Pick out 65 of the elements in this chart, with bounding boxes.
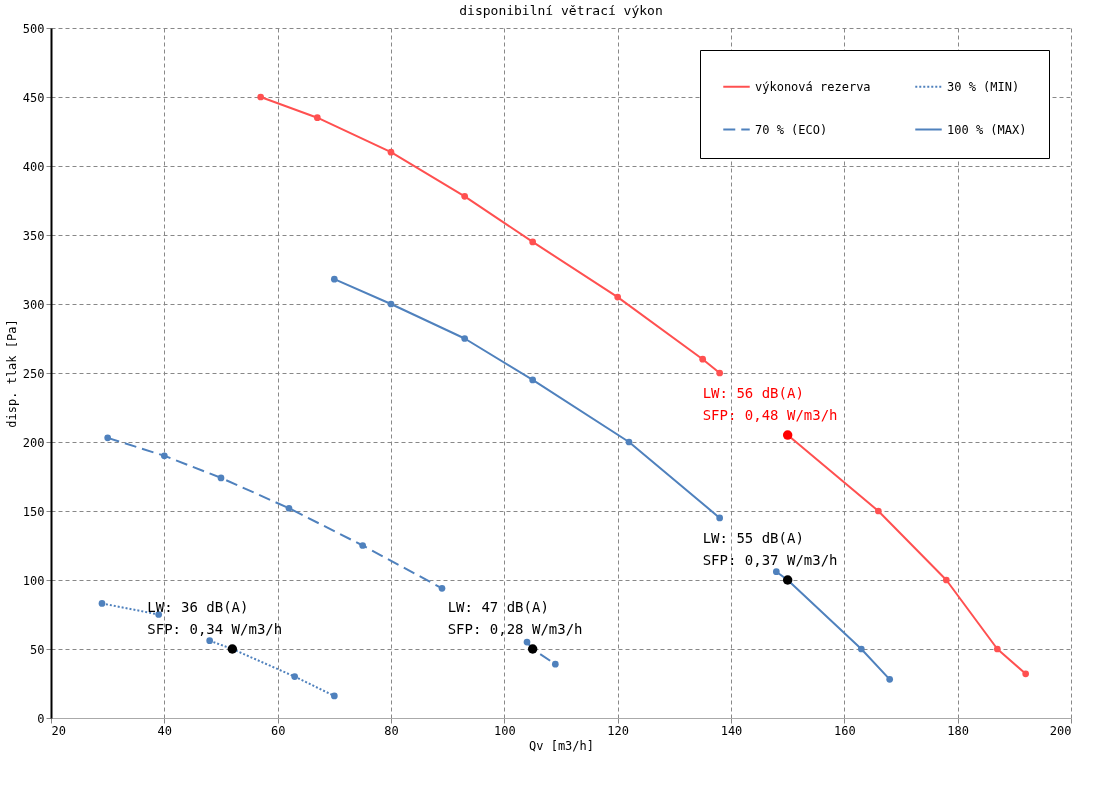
point bbox=[330, 692, 338, 700]
point bbox=[1022, 670, 1030, 678]
point bbox=[285, 504, 293, 512]
legend-label: 30 % (MIN) bbox=[947, 79, 1020, 94]
annotation: LW: 47 dB(A) SFP: 0,28 W/m3/h bbox=[447, 599, 583, 637]
point bbox=[716, 514, 724, 522]
point bbox=[461, 193, 469, 200]
point bbox=[206, 637, 214, 645]
point bbox=[387, 300, 395, 308]
point bbox=[716, 369, 724, 377]
x-tick-label: 180 bbox=[947, 723, 970, 738]
point bbox=[874, 507, 882, 515]
legend-label: 100 % (MAX) bbox=[947, 122, 1027, 137]
x-tick-label: 160 bbox=[833, 723, 856, 738]
x-tick-label: 20 bbox=[51, 723, 66, 738]
annotation: LW: 55 dB(A) SFP: 0,37 W/m3/h bbox=[702, 530, 838, 568]
y-tick-label: 450 bbox=[22, 90, 45, 105]
point bbox=[529, 238, 537, 246]
x-tick-label: 200 bbox=[1049, 723, 1072, 738]
point bbox=[523, 638, 531, 646]
x-tick-label: 60 bbox=[270, 723, 286, 738]
y-tick-label: 150 bbox=[22, 504, 45, 519]
point bbox=[257, 93, 265, 101]
y-tick-label: 400 bbox=[22, 159, 45, 174]
y-tick-label: 0 bbox=[37, 711, 45, 726]
point bbox=[461, 335, 469, 342]
x-axis-title: Qv [m3/h] bbox=[528, 738, 595, 753]
point bbox=[614, 293, 622, 301]
point bbox=[98, 600, 106, 607]
y-tick-label: 100 bbox=[22, 573, 45, 588]
chart-title: disponibilní větrací výkon bbox=[459, 3, 663, 18]
x-tick-label: 100 bbox=[493, 723, 516, 738]
y-tick-label: 200 bbox=[22, 435, 45, 450]
x-tick-label: 80 bbox=[384, 723, 399, 738]
point bbox=[942, 576, 950, 584]
annotation: LW: 56 dB(A) SFP: 0,48 W/m3/h bbox=[702, 385, 838, 424]
point bbox=[217, 474, 225, 482]
point bbox=[551, 660, 559, 668]
point bbox=[529, 376, 537, 384]
point bbox=[359, 542, 367, 549]
y-tick-label: 500 bbox=[22, 21, 45, 36]
x-tick-label: 120 bbox=[607, 723, 630, 738]
point bbox=[313, 114, 321, 122]
point bbox=[104, 434, 112, 442]
point bbox=[625, 438, 633, 446]
y-tick-label: 350 bbox=[22, 228, 45, 243]
point bbox=[387, 148, 395, 156]
point bbox=[772, 568, 780, 576]
legend-label: výkonová rezerva bbox=[755, 79, 871, 94]
point bbox=[438, 584, 446, 592]
point bbox=[993, 645, 1001, 653]
point bbox=[699, 355, 707, 363]
point bbox=[857, 645, 865, 653]
legend-label: 70 % (ECO) bbox=[755, 122, 828, 137]
point bbox=[886, 676, 894, 683]
x-tick-label: 140 bbox=[720, 723, 743, 738]
point bbox=[160, 452, 168, 460]
point bbox=[330, 275, 338, 283]
y-axis-title: disp. tlak [Pa] bbox=[4, 319, 19, 428]
point bbox=[291, 673, 299, 680]
annotation: LW: 36 dB(A) SFP: 0,34 W/m3/h bbox=[147, 599, 283, 637]
y-tick-label: 250 bbox=[22, 366, 45, 381]
y-tick-label: 300 bbox=[22, 297, 45, 312]
y-tick-label: 50 bbox=[30, 642, 45, 657]
x-tick-label: 40 bbox=[157, 723, 173, 738]
